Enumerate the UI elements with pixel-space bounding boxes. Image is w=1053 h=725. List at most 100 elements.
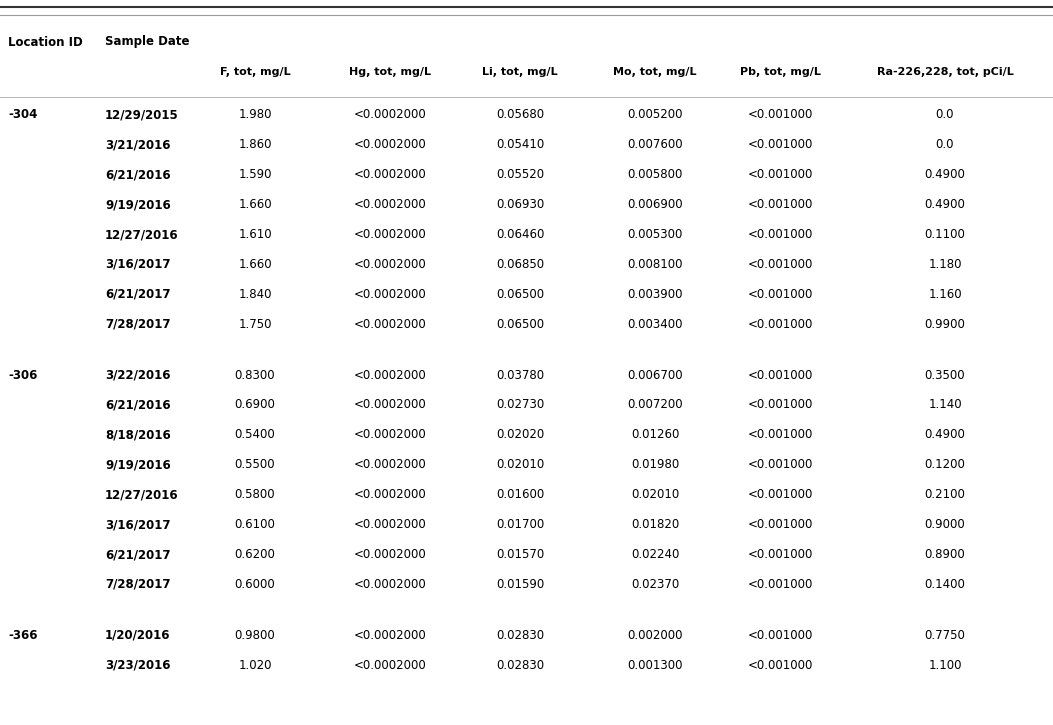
Text: <0.001000: <0.001000: [748, 399, 813, 412]
Text: <0.001000: <0.001000: [748, 518, 813, 531]
Text: 6/21/2016: 6/21/2016: [105, 399, 171, 412]
Text: 8/18/2016: 8/18/2016: [105, 428, 171, 442]
Text: 0.9900: 0.9900: [925, 318, 966, 331]
Text: <0.001000: <0.001000: [748, 138, 813, 152]
Text: 3/21/2016: 3/21/2016: [105, 138, 171, 152]
Text: 7/28/2017: 7/28/2017: [105, 578, 171, 591]
Text: 0.1100: 0.1100: [925, 228, 966, 241]
Text: 0.01260: 0.01260: [631, 428, 679, 442]
Text: 0.06500: 0.06500: [496, 318, 544, 331]
Text: 0.6100: 0.6100: [235, 518, 276, 531]
Text: Ra-226,228, tot, pCi/L: Ra-226,228, tot, pCi/L: [877, 67, 1013, 77]
Text: Mo, tot, mg/L: Mo, tot, mg/L: [613, 67, 697, 77]
Text: <0.001000: <0.001000: [748, 548, 813, 561]
Text: <0.001000: <0.001000: [748, 578, 813, 591]
Text: <0.0002000: <0.0002000: [354, 488, 426, 501]
Text: 0.6900: 0.6900: [235, 399, 276, 412]
Text: Sample Date: Sample Date: [105, 36, 190, 49]
Text: <0.0002000: <0.0002000: [354, 458, 426, 471]
Text: <0.001000: <0.001000: [748, 168, 813, 181]
Text: 0.008100: 0.008100: [628, 258, 682, 271]
Text: 0.05410: 0.05410: [496, 138, 544, 152]
Text: 0.006900: 0.006900: [628, 198, 682, 211]
Text: <0.0002000: <0.0002000: [354, 258, 426, 271]
Text: <0.001000: <0.001000: [748, 258, 813, 271]
Text: 1.610: 1.610: [238, 228, 272, 241]
Text: 0.2100: 0.2100: [925, 488, 966, 501]
Text: 1.840: 1.840: [238, 288, 272, 301]
Text: -366: -366: [8, 629, 38, 642]
Text: 0.06930: 0.06930: [496, 198, 544, 211]
Text: 0.05520: 0.05520: [496, 168, 544, 181]
Text: 1.160: 1.160: [928, 288, 961, 301]
Text: <0.001000: <0.001000: [748, 288, 813, 301]
Text: 0.9800: 0.9800: [235, 629, 276, 642]
Text: Pb, tot, mg/L: Pb, tot, mg/L: [739, 67, 820, 77]
Text: 1.660: 1.660: [238, 258, 272, 271]
Text: Li, tot, mg/L: Li, tot, mg/L: [482, 67, 558, 77]
Text: 0.01980: 0.01980: [631, 458, 679, 471]
Text: <0.0002000: <0.0002000: [354, 629, 426, 642]
Text: <0.001000: <0.001000: [748, 458, 813, 471]
Text: 0.02370: 0.02370: [631, 578, 679, 591]
Text: 1.020: 1.020: [238, 658, 272, 671]
Text: 0.02240: 0.02240: [631, 548, 679, 561]
Text: 0.0: 0.0: [936, 138, 954, 152]
Text: <0.0002000: <0.0002000: [354, 658, 426, 671]
Text: 0.02020: 0.02020: [496, 428, 544, 442]
Text: 0.005300: 0.005300: [628, 228, 682, 241]
Text: <0.001000: <0.001000: [748, 109, 813, 122]
Text: <0.0002000: <0.0002000: [354, 518, 426, 531]
Text: 0.4900: 0.4900: [925, 428, 966, 442]
Text: 12/27/2016: 12/27/2016: [105, 488, 179, 501]
Text: 3/23/2016: 3/23/2016: [105, 658, 171, 671]
Text: 0.007200: 0.007200: [628, 399, 682, 412]
Text: 0.1200: 0.1200: [925, 458, 966, 471]
Text: 0.02830: 0.02830: [496, 658, 544, 671]
Text: 0.5800: 0.5800: [235, 488, 275, 501]
Text: 0.5400: 0.5400: [235, 428, 276, 442]
Text: 1.660: 1.660: [238, 198, 272, 211]
Text: 0.06500: 0.06500: [496, 288, 544, 301]
Text: 0.006700: 0.006700: [628, 368, 682, 381]
Text: 0.5500: 0.5500: [235, 458, 275, 471]
Text: 1.100: 1.100: [929, 658, 961, 671]
Text: <0.0002000: <0.0002000: [354, 548, 426, 561]
Text: 0.06460: 0.06460: [496, 228, 544, 241]
Text: <0.0002000: <0.0002000: [354, 138, 426, 152]
Text: <0.0002000: <0.0002000: [354, 368, 426, 381]
Text: 0.005200: 0.005200: [628, 109, 682, 122]
Text: 6/21/2017: 6/21/2017: [105, 288, 171, 301]
Text: 0.007600: 0.007600: [628, 138, 682, 152]
Text: <0.0002000: <0.0002000: [354, 109, 426, 122]
Text: <0.001000: <0.001000: [748, 318, 813, 331]
Text: 0.1400: 0.1400: [925, 578, 966, 591]
Text: <0.0002000: <0.0002000: [354, 318, 426, 331]
Text: <0.0002000: <0.0002000: [354, 428, 426, 442]
Text: 1.860: 1.860: [238, 138, 272, 152]
Text: <0.0002000: <0.0002000: [354, 198, 426, 211]
Text: 0.02830: 0.02830: [496, 629, 544, 642]
Text: 9/19/2016: 9/19/2016: [105, 198, 171, 211]
Text: 0.8300: 0.8300: [235, 368, 275, 381]
Text: 0.01600: 0.01600: [496, 488, 544, 501]
Text: 0.01590: 0.01590: [496, 578, 544, 591]
Text: <0.0002000: <0.0002000: [354, 288, 426, 301]
Text: 0.6000: 0.6000: [235, 578, 276, 591]
Text: 6/21/2017: 6/21/2017: [105, 548, 171, 561]
Text: 0.005800: 0.005800: [628, 168, 682, 181]
Text: 0.8900: 0.8900: [925, 548, 966, 561]
Text: 12/27/2016: 12/27/2016: [105, 228, 179, 241]
Text: 0.002000: 0.002000: [628, 629, 682, 642]
Text: 6/21/2016: 6/21/2016: [105, 168, 171, 181]
Text: <0.001000: <0.001000: [748, 228, 813, 241]
Text: Hg, tot, mg/L: Hg, tot, mg/L: [349, 67, 431, 77]
Text: 0.3500: 0.3500: [925, 368, 966, 381]
Text: <0.001000: <0.001000: [748, 658, 813, 671]
Text: 0.003400: 0.003400: [628, 318, 682, 331]
Text: 0.4900: 0.4900: [925, 168, 966, 181]
Text: 0.01700: 0.01700: [496, 518, 544, 531]
Text: -306: -306: [8, 368, 37, 381]
Text: 0.7750: 0.7750: [925, 629, 966, 642]
Text: <0.001000: <0.001000: [748, 368, 813, 381]
